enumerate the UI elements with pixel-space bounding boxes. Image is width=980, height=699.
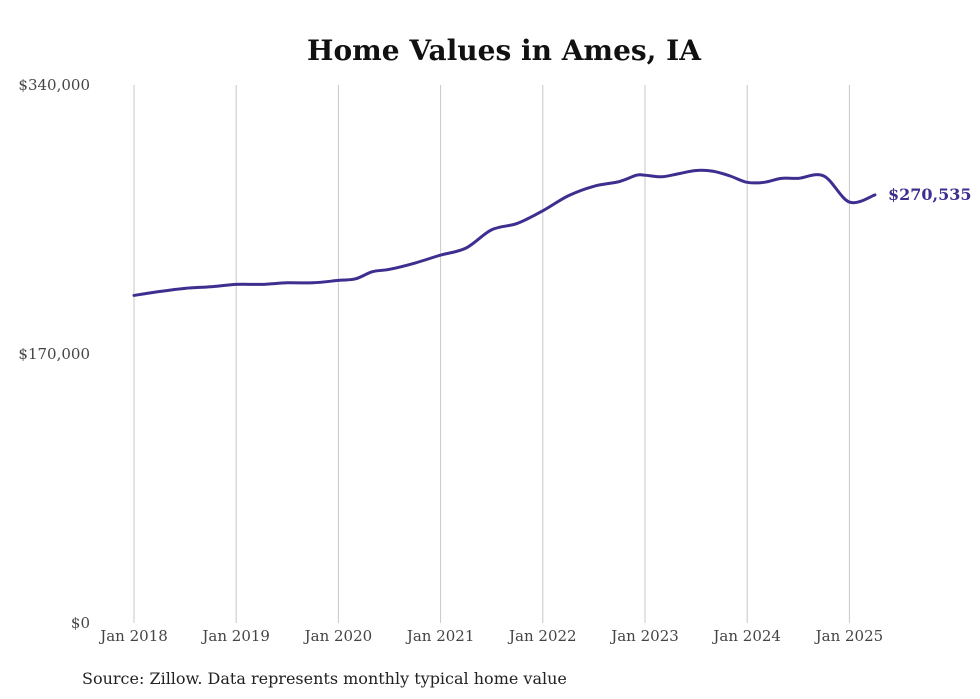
x-tick-label: Jan 2023 (609, 627, 679, 645)
x-tick-label: Jan 2020 (303, 627, 373, 645)
series-group (132, 168, 877, 297)
y-axis: $0 $170,000 $340,000 (18, 76, 90, 632)
x-tick-label: Jan 2024 (711, 627, 781, 645)
x-tick-label: Jan 2022 (507, 627, 577, 645)
y-tick-label: $340,000 (18, 76, 90, 94)
source-note: Source: Zillow. Data represents monthly … (82, 669, 567, 688)
x-tick-label: Jan 2025 (814, 627, 884, 645)
x-tick-label: Jan 2018 (98, 627, 168, 645)
x-tick-label: Jan 2021 (405, 627, 475, 645)
series-line (132, 168, 877, 297)
chart-title: Home Values in Ames, IA (307, 34, 702, 67)
gridlines (133, 85, 850, 623)
y-tick-label: $170,000 (18, 345, 90, 363)
end-value-label: $270,535 (888, 185, 972, 204)
x-axis: Jan 2018 Jan 2019 Jan 2020 Jan 2021 Jan 2022… (98, 627, 883, 645)
x-tick-label: Jan 2019 (200, 627, 270, 645)
y-tick-label: $0 (71, 614, 90, 632)
